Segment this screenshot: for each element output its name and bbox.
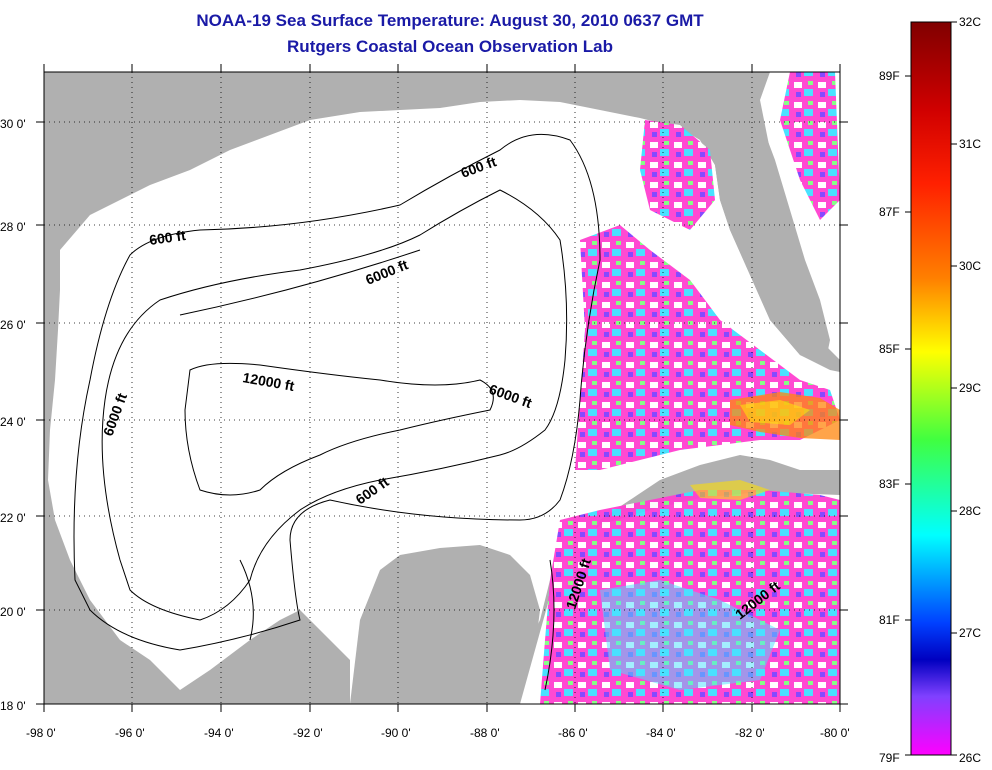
colorbar: 32C 31C 30C 29C 28C 27C 26C 89F 87F 85F … <box>879 15 981 765</box>
colorbar-c-label: 29C <box>959 381 981 395</box>
axis-ticks <box>36 64 848 712</box>
graticule <box>44 72 840 704</box>
colorbar-c-label: 30C <box>959 259 981 273</box>
florida <box>700 120 830 365</box>
colorbar-c-label: 32C <box>959 15 981 29</box>
contour-6000ft <box>101 189 568 621</box>
x-tick-label: -92 0' <box>293 726 323 740</box>
y-tick-label: 26 0' <box>0 318 26 332</box>
y-tick-label: 22 0' <box>0 511 26 525</box>
y-tick-labels: 18 0' 20 0' 22 0' 24 0' 26 0' 28 0' 30 0… <box>0 117 26 713</box>
x-tick-label: -84 0' <box>646 726 676 740</box>
colorbar-f-label: 85F <box>879 342 900 356</box>
x-tick-label: -94 0' <box>204 726 234 740</box>
x-tick-labels: -98 0' -96 0' -94 0' -92 0' -90 0' -88 0… <box>26 726 850 740</box>
y-tick-label: 28 0' <box>0 220 26 234</box>
contour-label: 600 ft <box>148 227 187 248</box>
colorbar-f-label: 83F <box>879 477 900 491</box>
colorbar-gradient <box>910 21 952 756</box>
y-tick-label: 20 0' <box>0 605 26 619</box>
cuba <box>600 465 840 520</box>
sst-data <box>540 72 840 704</box>
x-tick-label: -98 0' <box>26 726 56 740</box>
colorbar-c-label: 26C <box>959 751 981 765</box>
x-tick-label: -82 0' <box>735 726 765 740</box>
y-tick-label: 18 0' <box>0 699 26 713</box>
map-border <box>43 71 841 705</box>
x-tick-label: -80 0' <box>820 726 850 740</box>
x-tick-label: -96 0' <box>115 726 145 740</box>
x-tick-label: -86 0' <box>558 726 588 740</box>
colorbar-f-label: 79F <box>879 751 900 765</box>
colorbar-c-label: 31C <box>959 137 981 151</box>
colorbar-c-label: 28C <box>959 504 981 518</box>
contour-600ft <box>73 133 601 651</box>
colorbar-f-label: 81F <box>879 613 900 627</box>
depth-contours <box>73 133 601 691</box>
y-tick-label: 30 0' <box>0 117 26 131</box>
x-tick-label: -88 0' <box>470 726 500 740</box>
colorbar-f-label: 89F <box>879 69 900 83</box>
chart-subtitle: Rutgers Coastal Ocean Observation Lab <box>287 37 613 56</box>
colorbar-c-label: 27C <box>959 626 981 640</box>
y-tick-label: 24 0' <box>0 415 26 429</box>
colorbar-f-label: 87F <box>879 205 900 219</box>
contour-12000ft <box>184 362 494 496</box>
map-area: 600 ft 600 ft 600 ft 6000 ft 6000 ft 600… <box>44 72 840 704</box>
x-tick-label: -90 0' <box>381 726 411 740</box>
chart-title: NOAA-19 Sea Surface Temperature: August … <box>196 11 704 30</box>
yucatan <box>350 545 540 704</box>
